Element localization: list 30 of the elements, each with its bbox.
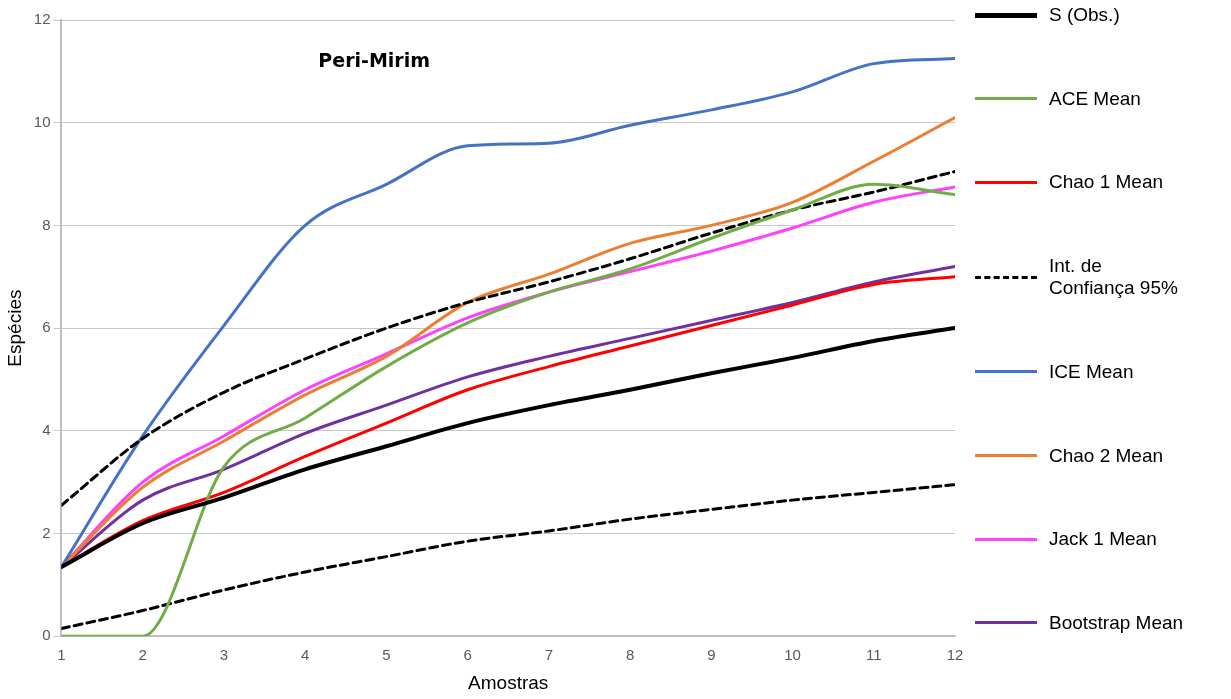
x-tick-label: 9	[707, 646, 716, 664]
legend-label: Int. de Confiança 95%	[1049, 255, 1179, 300]
x-axis-title: Amostras	[468, 671, 549, 693]
y-tick-label: 6	[42, 318, 51, 336]
y-axis-title: Espécies	[3, 289, 25, 367]
x-tick-label: 8	[625, 646, 635, 664]
x-tick-label: 12	[946, 646, 964, 664]
legend-label: ACE Mean	[1049, 87, 1142, 110]
legend-label: Chao 2 Mean	[1049, 444, 1165, 467]
x-tick-label: 2	[138, 646, 147, 664]
y-tick-label: 2	[42, 523, 51, 541]
legend-label: Bootstrap Mean	[1049, 611, 1185, 634]
y-tick-label: 10	[33, 112, 51, 130]
text: Peri-Mirim	[318, 48, 431, 71]
x-tick-label: 11	[865, 646, 882, 664]
legend-label: Chao 1 Mean	[1049, 171, 1165, 194]
x-tick-label: 5	[382, 646, 391, 664]
legend-label: Jack 1 Mean	[1049, 528, 1158, 551]
y-tick-label: 12	[33, 10, 51, 28]
y-tick-label: 4	[42, 420, 51, 438]
x-tick-label: 1	[57, 646, 66, 664]
y-tick-label: 0	[42, 626, 51, 644]
x-tick-label: 7	[544, 646, 554, 664]
x-tick-label: 6	[463, 646, 472, 664]
x-tick-label: 3	[219, 646, 229, 664]
legend-label: ICE Mean	[1049, 360, 1135, 383]
legend-label: S (Obs.)	[1049, 4, 1121, 26]
y-tick-label: 8	[42, 215, 51, 233]
x-tick-label: 10	[784, 646, 801, 664]
x-tick-label: 4	[301, 646, 310, 664]
